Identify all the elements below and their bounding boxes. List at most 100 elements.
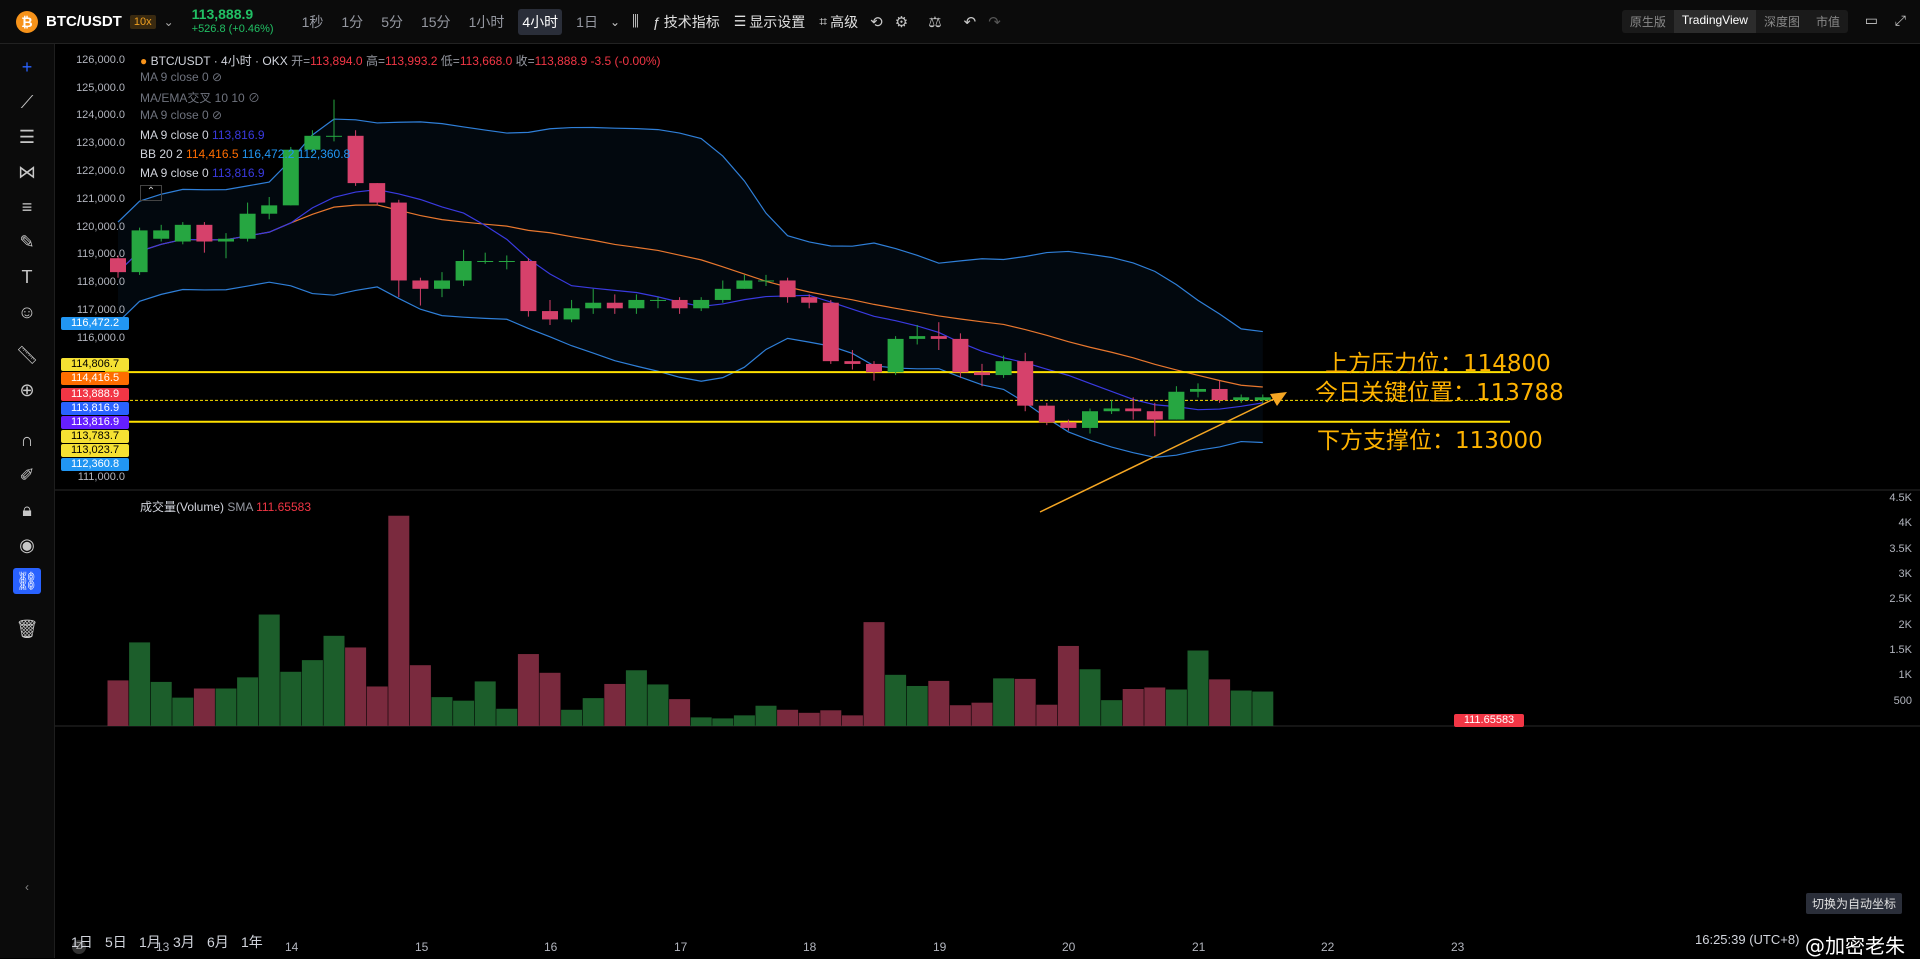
eye-off-icon[interactable]: ⊘	[212, 70, 223, 84]
interval-tab[interactable]: 5分	[381, 13, 403, 30]
lock-icon[interactable]: 🔒︎	[22, 499, 32, 520]
link-icon[interactable]: ⛓	[13, 568, 41, 594]
chart-canvas[interactable]	[55, 44, 1920, 958]
indicators-button[interactable]: ƒ 技术指标	[653, 12, 720, 32]
interval-tab[interactable]: 1分	[341, 13, 364, 30]
open-key: 开=	[291, 54, 311, 68]
indicator-label: BB 20 2	[140, 147, 183, 161]
volume-bar	[280, 671, 302, 726]
bitcoin-logo-icon: ₿	[16, 10, 38, 33]
indicator-row[interactable]: BB 20 2 114,416.5 116,472.2 112,360.8	[140, 147, 350, 161]
display-settings-button[interactable]: ☰ 显示设置	[734, 12, 806, 32]
price-tick: 120,000.0	[76, 220, 125, 233]
view-tab[interactable]: 原生版	[1629, 15, 1666, 29]
chevron-down-icon[interactable]: ⌄	[163, 14, 174, 29]
candle-body	[714, 288, 731, 300]
candle-body	[282, 149, 299, 206]
chart-type-icon[interactable]: ⫼	[632, 13, 639, 30]
price-tag: 112,360.8	[61, 458, 129, 471]
auto-scale-button[interactable]: 切换为自动坐标	[1806, 893, 1903, 914]
price-tick: 125,000.0	[76, 81, 125, 94]
volume-bar	[885, 674, 907, 726]
text-icon[interactable]: T	[21, 266, 33, 287]
brush-icon[interactable]: ✎	[19, 231, 35, 252]
chart-area[interactable]: ● BTC/USDT · 4小时 · OKX 开=113,894.0 高=113…	[55, 44, 1920, 958]
pair-selector[interactable]: BTC/USDT	[46, 13, 122, 30]
volume-tick: 2.5K	[1889, 593, 1912, 606]
time-tick: 17	[674, 940, 688, 954]
view-tab[interactable]: TradingView	[1673, 10, 1756, 33]
fib-icon[interactable]: ≡	[21, 196, 33, 217]
range-button[interactable]: 6月	[207, 934, 229, 950]
candle-body	[866, 363, 882, 373]
eye-icon[interactable]: ◉	[19, 534, 35, 555]
eye-off-icon[interactable]: ⊘	[212, 108, 223, 122]
indicator-row[interactable]: MA/EMA交叉 10 10 ⊘	[140, 89, 260, 106]
horizontal-lines-icon[interactable]: ☰	[18, 126, 36, 147]
volume-bar	[820, 710, 842, 726]
emoji-icon[interactable]: ☺	[17, 301, 37, 322]
interval-tabs: 1秒 1分 5分 15分 1小时 4小时 1日	[278, 8, 602, 35]
view-tab[interactable]: 市值	[1815, 15, 1840, 29]
indicator-row[interactable]: MA 9 close 0 ⊘	[140, 108, 222, 122]
collapse-icon[interactable]: ‹	[25, 880, 29, 894]
candle-body	[995, 361, 1012, 376]
volume-bar	[625, 670, 647, 726]
interval-tab[interactable]: 15分	[420, 13, 451, 30]
undo-icon[interactable]: ↶	[963, 13, 977, 31]
interval-tab[interactable]: 1日	[576, 13, 598, 30]
ruler-icon[interactable]: 📏︎	[15, 344, 39, 365]
volume-tag: 111.65583	[1454, 714, 1524, 727]
collapse-legend-button[interactable]: ⌃	[140, 185, 162, 201]
volume-bar	[1230, 690, 1252, 726]
volume-bar	[1036, 704, 1058, 726]
compare-icon[interactable]: ⚖	[928, 13, 942, 31]
candle-body	[239, 213, 256, 239]
bb-lower-value: 112,360.8	[297, 147, 351, 161]
candle-body	[498, 261, 515, 262]
interval-dropdown-icon[interactable]: ⌄	[609, 14, 621, 29]
support-annotation[interactable]: 下方支撑位：113000	[1317, 428, 1543, 454]
price-tick: 119,000.0	[76, 248, 125, 261]
eye-off-icon[interactable]: ⊘	[248, 91, 261, 105]
price-tick: 121,000.0	[76, 192, 125, 205]
range-button[interactable]: 3月	[173, 934, 195, 950]
indicator-row[interactable]: MA 9 close 0 113,816.9	[140, 128, 265, 142]
range-button[interactable]: 1日	[71, 934, 93, 950]
interval-tab[interactable]: 1秒	[301, 13, 324, 30]
candle-body	[326, 135, 342, 137]
trash-icon[interactable]: 🗑︎	[15, 618, 39, 639]
crosshair-icon[interactable]: +	[21, 56, 33, 77]
indicator-label: MA 9 close 0	[140, 128, 209, 142]
indicator-value: 113,816.9	[212, 166, 265, 180]
trend-line-icon[interactable]: ⟋	[20, 91, 34, 112]
interval-tab[interactable]: 4小时	[518, 8, 563, 35]
redo-icon[interactable]: ↷	[988, 13, 1001, 31]
indicator-row[interactable]: MA 9 close 0 113,816.9	[140, 166, 265, 180]
fullscreen-icon[interactable]: ⤢	[1894, 12, 1906, 28]
indicator-label: MA 9 close 0	[140, 166, 209, 180]
snapshot-icon[interactable]: ⟲	[870, 13, 883, 31]
zoom-reset-button[interactable]: Z	[72, 940, 86, 954]
magnet-icon[interactable]: ∩	[20, 429, 34, 450]
interval-tab[interactable]: 1小时	[468, 13, 505, 30]
candle-body	[477, 261, 494, 262]
pattern-icon[interactable]: ⋈	[18, 161, 36, 182]
gear-icon[interactable]: ⚙	[894, 13, 909, 31]
advanced-button[interactable]: ⌗ 高级	[819, 12, 858, 32]
volume-bar	[1014, 678, 1036, 726]
range-button[interactable]: 5日	[105, 934, 127, 950]
annotation-arrow	[1039, 395, 1281, 513]
view-tab[interactable]: 深度图	[1763, 15, 1800, 29]
pencil-lock-icon[interactable]: ✐	[19, 464, 35, 485]
range-button[interactable]: 1月	[139, 934, 161, 950]
symbol-legend: ● BTC/USDT · 4小时 · OKX 开=113,894.0 高=113…	[140, 52, 661, 69]
zoom-icon[interactable]: ⊕	[19, 379, 35, 400]
resistance-annotation[interactable]: 上方压力位：114800	[1325, 351, 1551, 377]
volume-bar	[107, 680, 129, 726]
window-icon[interactable]: ▭	[1864, 12, 1878, 28]
volume-bar	[323, 635, 345, 726]
range-button[interactable]: 1年	[241, 934, 263, 950]
key-level-annotation[interactable]: 今日关键位置：113788	[1315, 380, 1564, 406]
indicator-row[interactable]: MA 9 close 0 ⊘	[140, 70, 222, 84]
